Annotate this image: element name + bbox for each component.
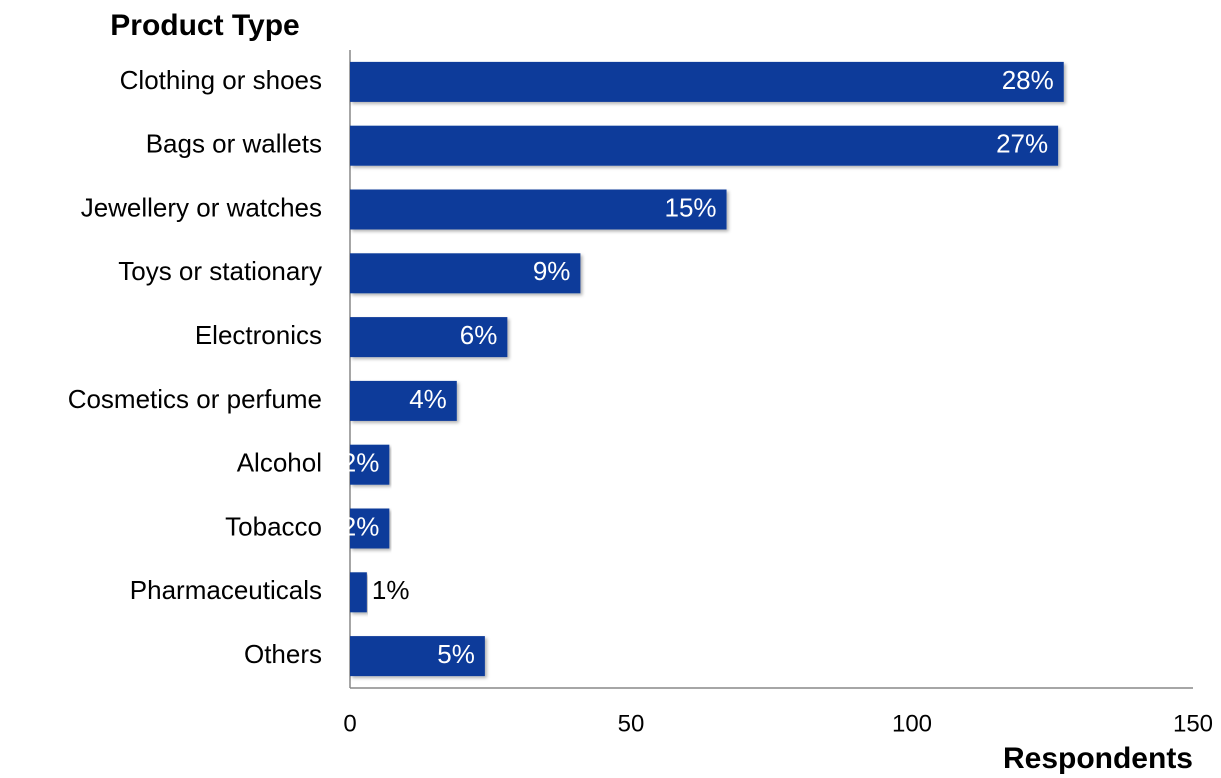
data-label: 28% — [1002, 65, 1054, 95]
y-tick-label: Tobacco — [225, 511, 322, 541]
y-tick-label: Others — [244, 639, 322, 669]
x-tick-label: 150 — [1173, 710, 1213, 737]
bar — [350, 125, 1059, 166]
bar — [350, 444, 390, 485]
y-tick-label: Toys or stationary — [118, 256, 322, 286]
bar — [350, 636, 485, 677]
x-tick-label: 100 — [892, 710, 932, 737]
data-label: 2% — [342, 511, 380, 541]
y-tick-label: Alcohol — [237, 448, 322, 478]
data-label: 4% — [409, 384, 447, 414]
y-tick-label: Clothing or shoes — [120, 65, 322, 95]
x-tick-label: 0 — [343, 710, 356, 737]
y-tick-label: Pharmaceuticals — [130, 575, 322, 605]
x-tick-label: 50 — [618, 710, 645, 737]
y-tick-label: Cosmetics or perfume — [68, 384, 322, 414]
bar — [350, 508, 390, 549]
data-label: 6% — [460, 320, 498, 350]
data-label: 9% — [533, 256, 571, 286]
data-label: 15% — [664, 192, 716, 222]
y-tick-label: Electronics — [195, 320, 322, 350]
y-tick-label: Bags or wallets — [146, 129, 322, 159]
data-label: 2% — [342, 448, 380, 478]
bar — [350, 572, 367, 613]
bar — [350, 61, 1064, 102]
data-label: 5% — [437, 639, 475, 669]
y-tick-label: Jewellery or watches — [81, 192, 322, 222]
data-label: 1% — [372, 575, 410, 605]
data-label: 27% — [996, 129, 1048, 159]
bar — [350, 317, 508, 358]
bar — [350, 253, 581, 294]
bar — [350, 380, 457, 421]
y-axis-title: Product Type — [110, 9, 299, 42]
x-axis-title: Respondents — [1003, 742, 1193, 775]
bar — [350, 189, 727, 230]
